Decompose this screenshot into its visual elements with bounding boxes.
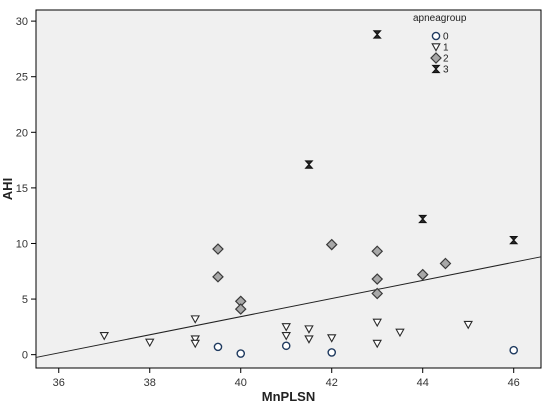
point-group-0 [327, 348, 337, 357]
point-group-1 [372, 318, 382, 328]
point-group-1 [304, 335, 314, 344]
x-tick-label: 38 [144, 377, 156, 389]
legend-marker-2 [430, 52, 442, 64]
y-tick-label: 20 [16, 127, 28, 139]
y-tick-label: 25 [16, 72, 28, 84]
point-group-2 [371, 245, 384, 258]
point-group-0 [213, 342, 223, 352]
point-group-3 [304, 160, 314, 169]
point-group-2 [371, 273, 384, 285]
point-group-1 [99, 332, 109, 341]
point-group-2 [416, 268, 429, 281]
legend-marker-1 [431, 43, 441, 52]
point-group-2 [439, 257, 452, 270]
point-group-3 [372, 30, 382, 39]
point-group-0 [236, 349, 246, 358]
point-group-1 [145, 338, 155, 348]
x-axis: 36 38 40 42 44 46 [53, 368, 520, 389]
point-group-1 [190, 335, 200, 344]
point-group-1 [190, 315, 200, 324]
point-group-2 [212, 243, 224, 255]
point-group-2 [325, 238, 338, 251]
legend-title: apneagroup [413, 13, 467, 24]
point-group-1 [326, 334, 337, 343]
point-group-2 [234, 303, 247, 315]
y-tick-label: 30 [16, 16, 28, 28]
legend-marker-3 [431, 64, 441, 74]
point-group-0 [509, 345, 519, 355]
x-tick-label: 44 [417, 377, 429, 389]
legend-label-3: 3 [443, 65, 449, 76]
point-group-1 [304, 325, 314, 334]
y-axis: 0 5 10 15 20 25 30 [16, 16, 36, 362]
point-group-0 [281, 341, 291, 351]
x-tick-label: 40 [235, 377, 247, 389]
legend-label-1: 1 [443, 43, 449, 54]
point-group-2 [371, 287, 384, 300]
point-group-1 [463, 320, 473, 330]
plot-area [35, 9, 542, 369]
point-group-1 [372, 339, 382, 349]
x-axis-title: MnPLSN [262, 389, 315, 404]
point-group-1 [395, 328, 405, 338]
fit-line [35, 256, 542, 358]
point-group-1 [281, 332, 291, 341]
y-tick-label: 0 [22, 350, 28, 362]
point-group-2 [212, 270, 224, 283]
point-group-3 [509, 235, 519, 245]
point-group-1 [281, 323, 291, 332]
legend-marker-0 [431, 31, 441, 41]
legend-label-2: 2 [443, 54, 449, 65]
data-points [99, 30, 519, 358]
legend-label-0: 0 [443, 32, 449, 43]
x-tick-label: 46 [508, 377, 520, 389]
x-tick-label: 42 [326, 377, 338, 389]
point-group-3 [418, 214, 428, 224]
y-tick-label: 10 [16, 238, 28, 250]
y-tick-label: 5 [22, 294, 28, 306]
y-axis-title: AHI [0, 178, 15, 200]
point-group-1 [190, 339, 200, 349]
y-tick-label: 15 [16, 183, 28, 195]
x-tick-label: 36 [53, 377, 65, 389]
